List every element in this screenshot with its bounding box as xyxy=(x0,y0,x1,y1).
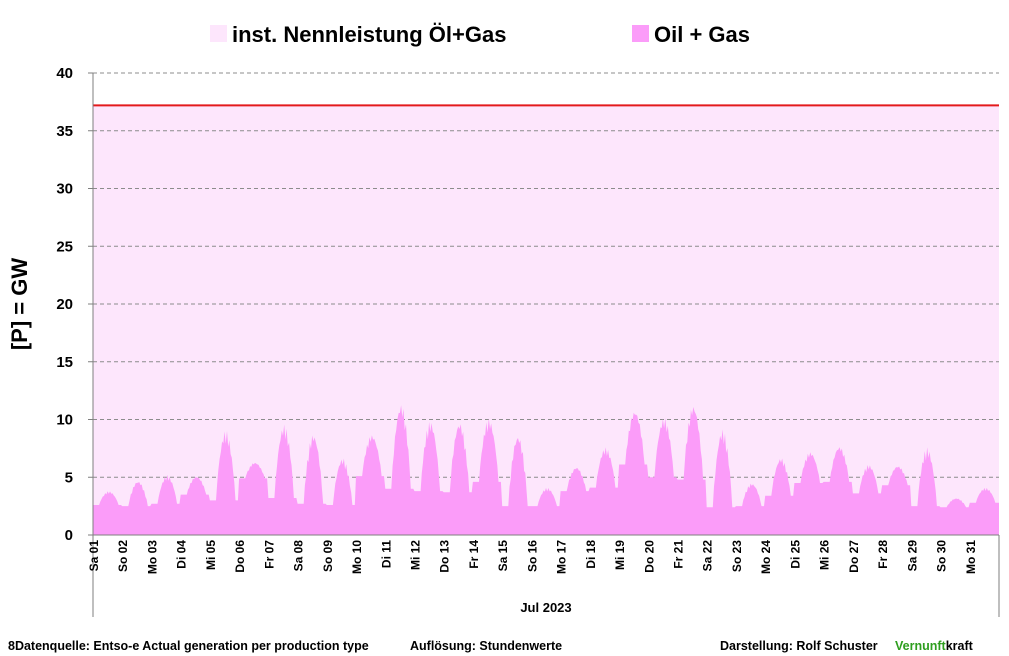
x-tick-label: Do 13 xyxy=(438,540,452,573)
x-tick-label: Do 06 xyxy=(233,540,247,573)
footer-brand: Vernunftkraft xyxy=(895,639,973,653)
brand-green-part: Vernunft xyxy=(895,639,946,653)
brand-black-part: kraft xyxy=(945,639,973,653)
gridlines xyxy=(93,72,999,478)
x-axis-label: Jul 2023 xyxy=(520,600,571,615)
x-tick-label: Di 18 xyxy=(584,540,598,569)
x-tick-label: Sa 08 xyxy=(292,540,306,572)
y-tick-label: 30 xyxy=(56,181,73,198)
axes xyxy=(88,72,1000,617)
x-tick-label: Mo 31 xyxy=(964,540,978,574)
x-tick-label: So 30 xyxy=(935,540,949,572)
legend-label-oil-gas: Oil + Gas xyxy=(654,22,750,47)
x-tick-label: Mi 26 xyxy=(818,540,832,570)
x-tick-label: Mo 03 xyxy=(146,540,160,574)
y-tick-label: 20 xyxy=(56,296,73,313)
x-tick-label: Sa 29 xyxy=(905,540,919,572)
y-tick-label: 5 xyxy=(65,469,73,486)
x-tick-label: Fr 14 xyxy=(467,540,481,569)
y-tick-labels: 0 5 10 15 20 25 30 35 40 xyxy=(56,65,73,544)
x-tick-label: Sa 15 xyxy=(496,540,510,572)
x-tick-label: So 16 xyxy=(525,540,539,572)
x-tick-label: Mo 10 xyxy=(350,540,364,574)
legend-swatch-oil-gas xyxy=(632,25,649,42)
x-tick-label: Di 11 xyxy=(379,540,393,568)
y-tick-label: 0 xyxy=(65,527,73,544)
x-tick-label: Di 25 xyxy=(788,540,802,569)
y-tick-label: 40 xyxy=(56,65,73,82)
x-tick-label: So 23 xyxy=(730,540,744,572)
x-tick-label: Mi 05 xyxy=(204,540,218,570)
x-tick-label: Fr 28 xyxy=(876,540,890,569)
x-tick-label: Mo 24 xyxy=(759,540,773,574)
x-tick-label: Do 27 xyxy=(847,540,861,573)
x-tick-label: Fr 07 xyxy=(262,540,276,569)
capacity-area xyxy=(93,105,999,535)
y-tick-label: 10 xyxy=(56,412,73,429)
x-tick-label: Di 04 xyxy=(175,540,189,569)
legend: inst. Nennleistung Öl+Gas Oil + Gas xyxy=(210,22,750,47)
x-tick-label: Sa 01 xyxy=(87,540,101,572)
y-axis-label: [P] = GW xyxy=(7,258,32,351)
x-tick-label: So 09 xyxy=(321,540,335,572)
x-tick-label: So 02 xyxy=(116,540,130,572)
footer-credit: Darstellung: Rolf Schuster xyxy=(720,639,878,653)
x-tick-label: Sa 22 xyxy=(701,540,715,572)
x-tick-label: Mo 17 xyxy=(555,540,569,574)
footer-source: 8Datenquelle: Entso-e Actual generation … xyxy=(8,639,369,653)
y-tick-label: 15 xyxy=(56,354,73,371)
x-tick-label: Fr 21 xyxy=(672,540,686,569)
footer-resolution: Auflösung: Stundenwerte xyxy=(410,639,563,653)
x-tick-label: Mi 12 xyxy=(409,540,423,570)
legend-swatch-capacity xyxy=(210,25,227,42)
x-tick-label: Mi 19 xyxy=(613,540,627,570)
legend-label-capacity: inst. Nennleistung Öl+Gas xyxy=(232,22,506,47)
x-tick-labels: Sa 01 So 02 Mo 03 Di 04 Mi 05 Do 06 Fr 07 Sa 08… xyxy=(87,540,978,574)
y-tick-label: 25 xyxy=(56,238,73,255)
oil-gas-area xyxy=(93,405,999,535)
y-tick-label: 35 xyxy=(56,123,73,140)
x-tick-label: Do 20 xyxy=(642,540,656,573)
